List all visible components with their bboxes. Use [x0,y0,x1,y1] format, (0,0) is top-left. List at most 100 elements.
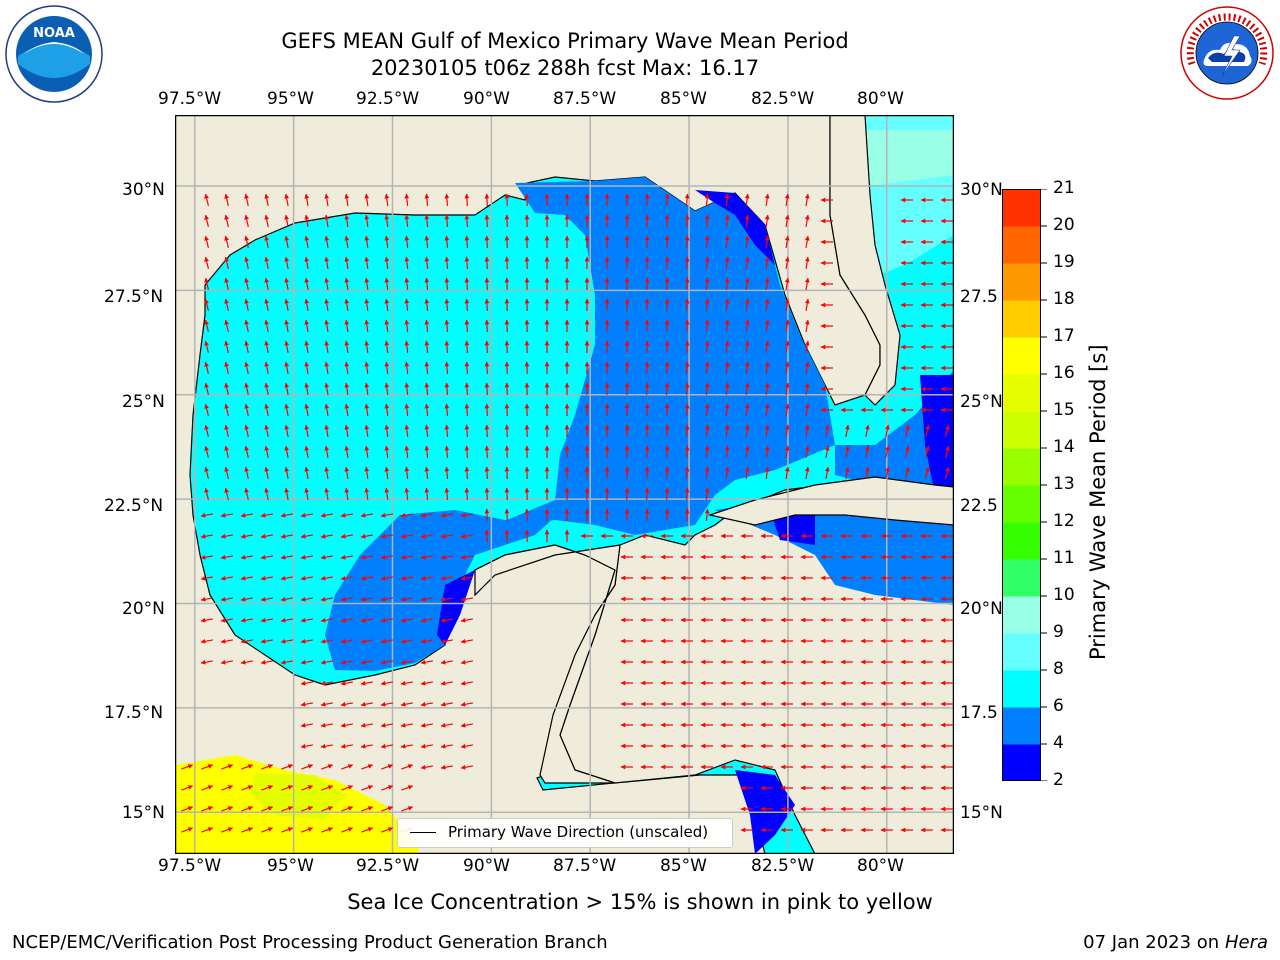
wave-direction-arrow [360,575,374,581]
wave-direction-arrow [220,638,234,644]
wave-direction-arrow [304,361,310,375]
colorbar-band [1002,670,1041,708]
wave-direction-arrow [240,659,254,665]
wave-direction-arrow [300,575,314,581]
wave-direction-arrow [304,256,310,270]
wave-direction-arrow [401,785,414,791]
wave-direction-arrow [260,533,274,539]
wave-direction-arrow [764,298,770,312]
wave-direction-arrow [344,361,350,375]
wave-direction-arrow [380,638,394,644]
wave-direction-arrow [764,235,770,249]
wave-direction-arrow [361,806,374,812]
wave-direction-arrow [440,554,454,560]
wave-direction-arrow [364,319,370,333]
wave-direction-arrow [324,445,330,459]
wave-direction-arrow [764,361,770,375]
lon-tick-top-92-5: 92.5°W [356,89,420,109]
wave-direction-arrow [380,617,394,623]
wave-direction-arrow [684,256,690,270]
wave-direction-arrow [420,701,434,707]
wave-direction-arrow [464,277,470,291]
wave-direction-arrow [224,340,229,353]
wave-direction-arrow [380,659,394,665]
wave-direction-arrow [320,596,334,602]
wave-direction-arrow [364,193,370,207]
wave-direction-arrow [624,445,630,459]
wave-direction-arrow [280,554,294,560]
colorbar-tick-label: 18 [1053,289,1075,309]
wave-direction-arrow [360,743,374,749]
wave-direction-arrow [264,466,270,479]
gulf-wave-period-map [175,115,954,854]
wave-direction-arrow [844,466,850,480]
wave-direction-arrow [400,512,414,518]
wave-direction-arrow [404,445,410,459]
wave-direction-arrow [264,256,270,269]
wave-direction-arrow [444,256,450,270]
wave-direction-arrow [704,256,710,270]
wave-direction-arrow [844,424,850,438]
wave-direction-arrow [384,235,390,249]
wave-direction-arrow [304,277,310,291]
wave-direction-arrow [764,214,770,228]
wave-direction-arrow [484,424,490,438]
wave-direction-arrow [224,424,229,437]
wave-direction-arrow [420,722,434,728]
wave-direction-arrow [241,806,254,812]
wave-direction-arrow [804,382,810,396]
wave-direction-arrow [444,193,450,207]
wave-direction-arrow [324,277,330,291]
wave-direction-arrow [384,424,390,438]
lat-tick-right-25: 25°N [960,392,1003,412]
wave-direction-arrow [260,512,274,518]
wave-direction-arrow [344,445,350,459]
wave-direction-arrow [460,596,474,602]
lon-tick-bottom-90: 90°W [463,856,510,876]
wave-direction-arrow [644,256,650,270]
wave-direction-arrow [460,533,474,539]
wave-direction-arrow [484,298,490,312]
wave-direction-arrow [380,701,394,707]
wave-direction-arrow [281,764,294,770]
wave-direction-arrow [300,722,314,728]
wave-direction-arrow [340,554,354,560]
wave-direction-arrow [484,508,490,522]
wave-direction-arrow [424,382,430,396]
wave-direction-arrow [484,235,490,249]
wave-direction-arrow [804,214,810,228]
wave-direction-arrow [420,764,434,770]
wave-direction-arrow [341,764,354,770]
wave-direction-arrow [240,512,254,518]
lon-tick-top-97-5: 97.5°W [158,89,222,109]
wave-direction-arrow [361,764,374,770]
nws-logo-icon [1180,6,1274,100]
wave-direction-arrow [464,445,470,459]
lat-tick-left-15: 15°N [122,803,165,823]
wave-direction-arrow [340,575,354,581]
wave-direction-arrow [624,361,630,375]
wave-direction-arrow [420,680,434,686]
wave-direction-arrow [424,193,430,207]
wave-direction-arrow [724,235,730,249]
wave-direction-arrow [280,596,294,602]
wave-direction-arrow [244,466,249,479]
wave-direction-arrow [204,382,210,395]
lon-tick-top-90: 90°W [463,89,510,109]
lat-tick-left-25: 25°N [122,392,165,412]
wave-direction-arrow [324,256,330,270]
wave-direction-arrow [704,193,710,207]
wave-direction-arrow [440,764,454,770]
wave-direction-arrow [204,466,210,479]
wave-direction-arrow [261,827,274,833]
wave-direction-arrow [444,214,450,228]
wave-direction-arrow [360,554,374,560]
wave-direction-arrow [264,193,270,206]
wave-direction-arrow [200,659,214,665]
colorbar-tick-label: 10 [1053,585,1075,605]
wave-direction-arrow [324,403,330,417]
wave-direction-arrow [784,193,790,207]
lat-tick-right-27-5: 27.5 [960,287,998,307]
wave-direction-arrow [400,680,414,686]
colorbar-tick-label: 16 [1053,363,1075,383]
